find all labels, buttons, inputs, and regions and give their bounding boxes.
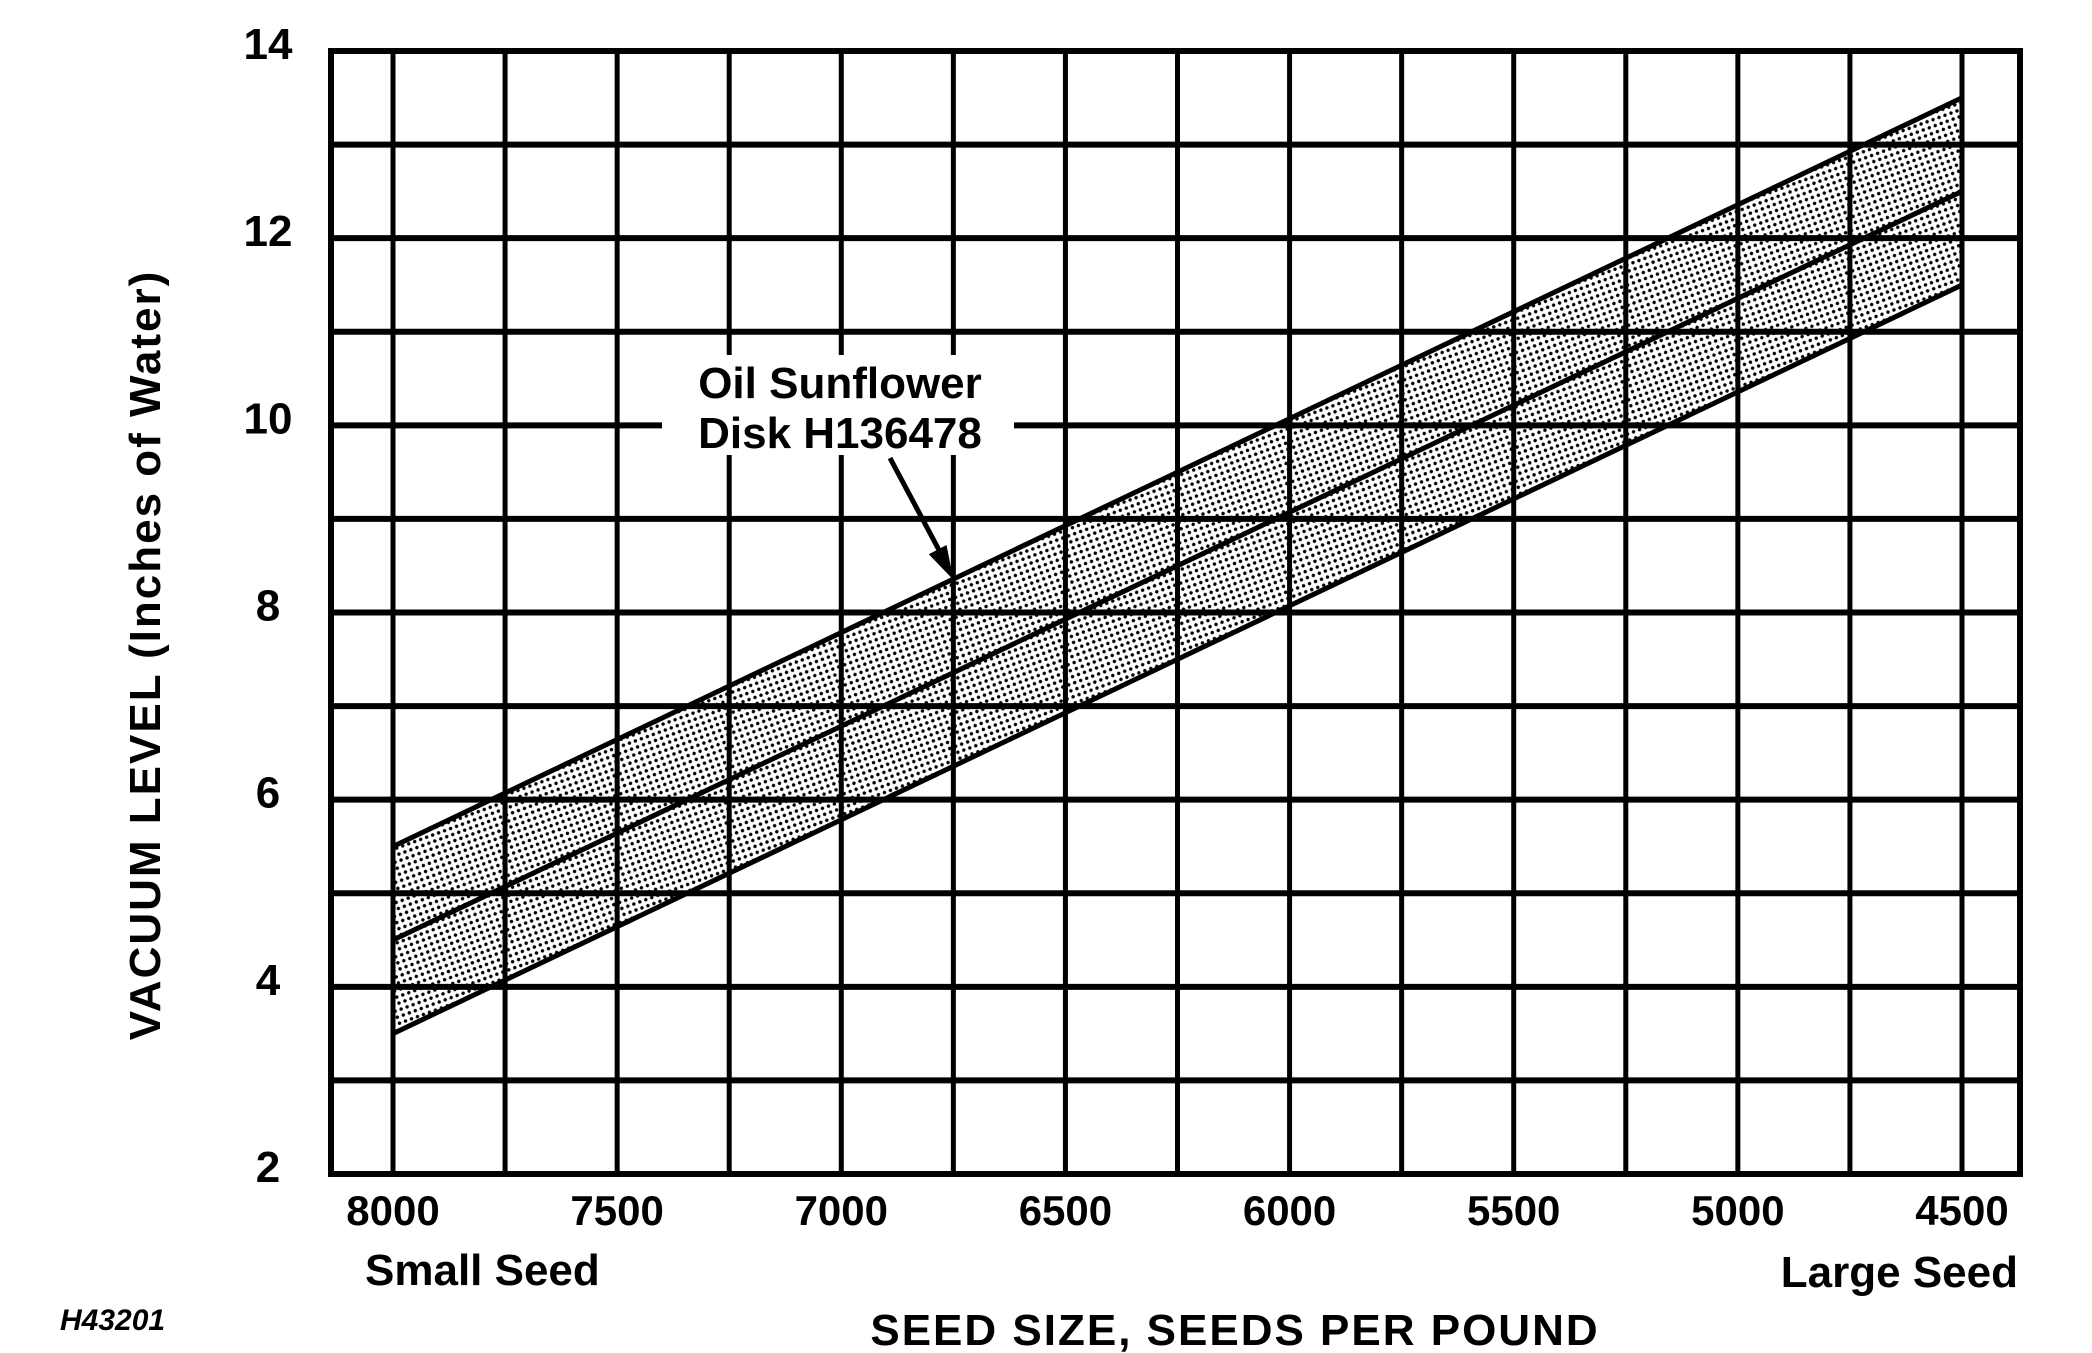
y-tick-label: 2 bbox=[256, 1143, 280, 1192]
y-tick-label: 8 bbox=[256, 582, 280, 631]
x-right-end-label: Large Seed bbox=[1781, 1248, 2018, 1297]
x-tick-label: 7000 bbox=[795, 1187, 888, 1234]
x-axis-title: SEED SIZE, SEEDS PER POUND bbox=[870, 1306, 1599, 1353]
y-tick-label: 12 bbox=[244, 207, 293, 256]
arrowhead-icon bbox=[928, 544, 954, 580]
series-line bbox=[391, 282, 1964, 1036]
x-tick-label: 5000 bbox=[1691, 1187, 1784, 1234]
x-axis-tick-labels: 8000 7500 7000 6500 6000 5500 5000 4500 bbox=[346, 1187, 2008, 1234]
band-lines bbox=[391, 95, 1964, 1036]
x-left-end-label: Small Seed bbox=[365, 1246, 600, 1295]
x-tick-label: 5500 bbox=[1467, 1187, 1560, 1234]
x-tick-label: 6500 bbox=[1019, 1187, 1112, 1234]
x-tick-label: 4500 bbox=[1915, 1187, 2008, 1234]
annotation-arrow-icon bbox=[887, 456, 950, 567]
plot-frame bbox=[328, 48, 2023, 1177]
series-line bbox=[391, 95, 1964, 849]
annotation-line-2: Disk H136478 bbox=[698, 409, 982, 458]
grid bbox=[331, 51, 2020, 1174]
x-tick-label: 7500 bbox=[570, 1187, 663, 1234]
series-line bbox=[391, 189, 1964, 943]
figure-id: H43201 bbox=[60, 1304, 165, 1337]
y-tick-label: 14 bbox=[244, 20, 293, 69]
y-axis-tick-labels: 2 4 6 8 10 12 14 bbox=[244, 20, 293, 1192]
annotation-line-1: Oil Sunflower bbox=[698, 359, 982, 408]
y-tick-label: 6 bbox=[256, 769, 280, 818]
y-axis-title: VACUUM LEVEL (Inches of Water) bbox=[121, 270, 170, 1041]
y-tick-label: 10 bbox=[244, 394, 293, 443]
x-tick-label: 8000 bbox=[346, 1187, 439, 1234]
annotation-oil-sunflower: Oil Sunflower Disk H136478 bbox=[662, 355, 1014, 580]
y-tick-label: 4 bbox=[256, 956, 281, 1005]
x-tick-label: 6000 bbox=[1243, 1187, 1336, 1234]
